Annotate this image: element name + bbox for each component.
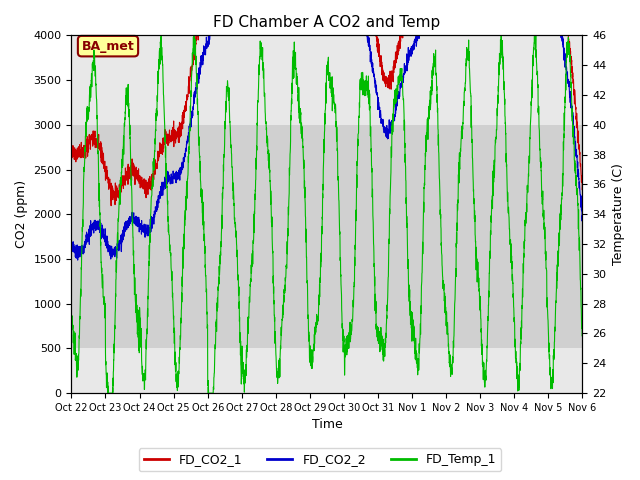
FD_CO2_1 bbox=[192, 33, 200, 38]
FD_CO2_1 bbox=[68, 147, 76, 153]
Line: FD_CO2_1: FD_CO2_1 bbox=[72, 36, 582, 206]
X-axis label: Time: Time bbox=[312, 419, 342, 432]
FD_CO2_2 bbox=[126, 215, 134, 221]
Bar bbox=[72, 125, 582, 348]
FD_Temp_1 bbox=[126, 122, 134, 128]
FD_CO2_1 bbox=[579, 184, 586, 190]
Line: FD_Temp_1: FD_Temp_1 bbox=[72, 36, 582, 393]
Y-axis label: CO2 (ppm): CO2 (ppm) bbox=[15, 180, 28, 248]
FD_Temp_1 bbox=[156, 61, 164, 67]
FD_CO2_1 bbox=[569, 70, 577, 76]
Line: FD_CO2_2: FD_CO2_2 bbox=[72, 36, 582, 260]
FD_CO2_2 bbox=[264, 33, 271, 38]
FD_CO2_2 bbox=[74, 257, 81, 263]
Title: FD Chamber A CO2 and Temp: FD Chamber A CO2 and Temp bbox=[213, 15, 440, 30]
Text: BA_met: BA_met bbox=[82, 40, 134, 53]
FD_CO2_2 bbox=[286, 33, 294, 38]
FD_CO2_1 bbox=[514, 33, 522, 38]
Y-axis label: Temperature (C): Temperature (C) bbox=[612, 163, 625, 265]
FD_Temp_1 bbox=[286, 161, 294, 167]
FD_CO2_2 bbox=[68, 240, 76, 245]
FD_CO2_2 bbox=[156, 191, 164, 196]
FD_CO2_1 bbox=[126, 170, 134, 176]
FD_Temp_1 bbox=[569, 134, 577, 140]
Legend: FD_CO2_1, FD_CO2_2, FD_Temp_1: FD_CO2_1, FD_CO2_2, FD_Temp_1 bbox=[139, 448, 501, 471]
FD_CO2_1 bbox=[156, 148, 164, 154]
FD_CO2_2 bbox=[514, 33, 522, 38]
FD_Temp_1 bbox=[264, 139, 271, 145]
FD_Temp_1 bbox=[514, 388, 522, 394]
FD_CO2_2 bbox=[569, 109, 577, 115]
FD_Temp_1 bbox=[579, 331, 586, 336]
FD_CO2_1 bbox=[286, 33, 294, 38]
FD_Temp_1 bbox=[157, 33, 165, 38]
FD_CO2_1 bbox=[264, 33, 271, 38]
FD_Temp_1 bbox=[104, 390, 112, 396]
FD_CO2_2 bbox=[579, 217, 586, 223]
FD_CO2_1 bbox=[108, 203, 115, 209]
FD_Temp_1 bbox=[68, 323, 76, 328]
FD_CO2_2 bbox=[205, 33, 212, 38]
